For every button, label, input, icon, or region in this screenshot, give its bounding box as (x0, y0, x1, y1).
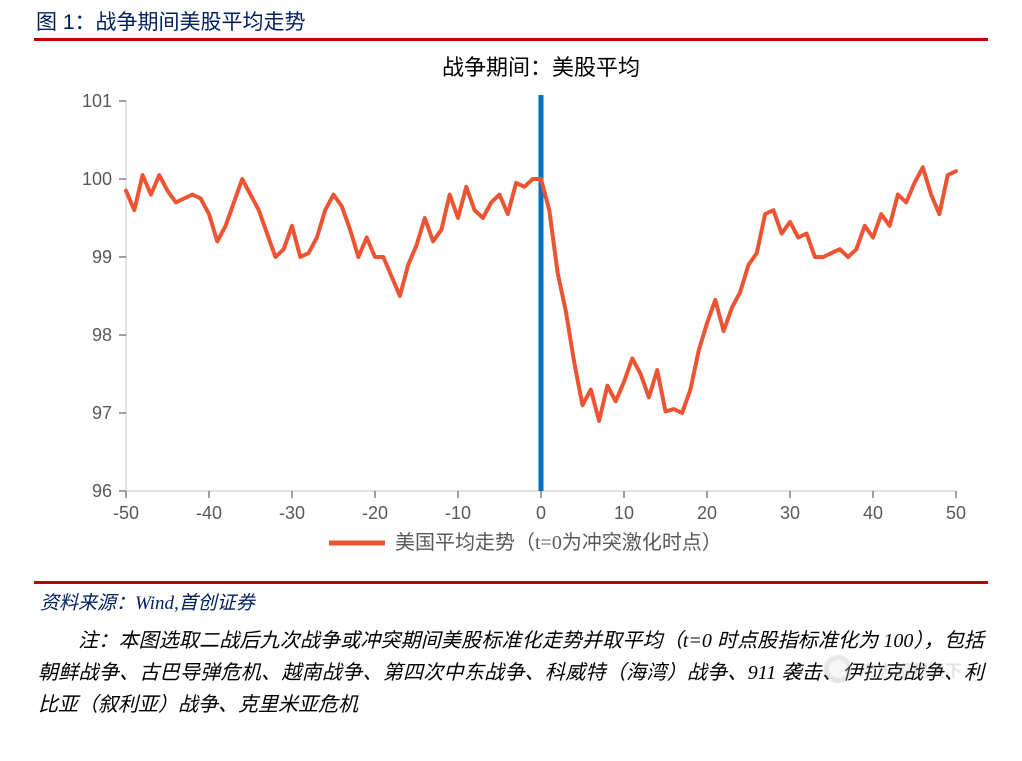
y-tick-label: 98 (92, 325, 112, 345)
x-tick-label: -50 (113, 503, 139, 523)
x-tick-label: -10 (445, 503, 471, 523)
figure-title: 图 1：战争期间美股平均走势 (34, 6, 988, 38)
line-chart-svg: 战争期间：美股平均 96 97 98 99 100 101 -50 -40 -30 -20 -10 0 1… (34, 41, 988, 581)
chart-area: 战争期间：美股平均 96 97 98 99 100 101 -50 -40 -30 -20 -10 0 1… (34, 41, 988, 581)
x-tick-label: 50 (946, 503, 966, 523)
footnote-body: 注：本图选取二战后九次战争或冲突期间美股标准化走势并取平均（t=0 时点股指标准… (38, 630, 984, 716)
y-tick-label: 100 (82, 169, 112, 189)
x-tick-label: 0 (536, 503, 546, 523)
y-tick-label: 97 (92, 403, 112, 423)
x-tick-label: 30 (780, 503, 800, 523)
x-tick-label: 40 (863, 503, 883, 523)
x-tick-label: 20 (697, 503, 717, 523)
footnote-text: 注：本图选取二战后九次战争或冲突期间美股标准化走势并取平均（t=0 时点股指标准… (34, 615, 988, 721)
chart-subtitle: 战争期间：美股平均 (442, 55, 640, 80)
x-tick-label: 10 (614, 503, 634, 523)
source-line: 资料来源：Wind,首创证券 (34, 584, 988, 615)
legend-label: 美国平均走势（t=0为冲突激化时点） (395, 531, 722, 554)
y-tick-label: 96 (92, 481, 112, 501)
x-tick-label: -20 (362, 503, 388, 523)
y-tick-label: 99 (92, 247, 112, 267)
y-tick-label: 101 (82, 91, 112, 111)
x-tick-label: -40 (196, 503, 222, 523)
x-tick-label: -30 (279, 503, 305, 523)
